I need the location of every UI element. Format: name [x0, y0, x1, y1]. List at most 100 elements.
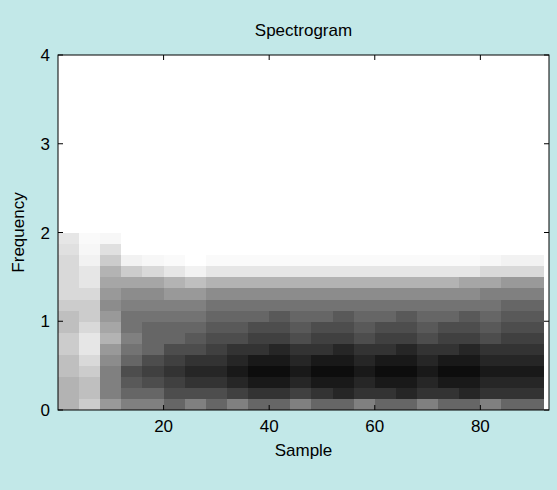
cell: [269, 332, 291, 344]
x-tick: [269, 55, 270, 60]
cell: [185, 310, 207, 322]
cell: [185, 255, 207, 267]
cell: [459, 244, 481, 256]
cell: [438, 288, 460, 300]
cell: [58, 299, 80, 311]
cell: [311, 343, 333, 355]
cell: [333, 288, 355, 300]
cell: [227, 343, 249, 355]
cell: [333, 366, 355, 378]
cell: [121, 377, 143, 389]
cell: [396, 244, 418, 256]
cell: [248, 355, 270, 367]
cell: [206, 377, 228, 389]
cell: [100, 299, 122, 311]
cell: [333, 332, 355, 344]
cell: [206, 233, 228, 245]
cell: [438, 277, 460, 289]
x-tick-label: 20: [154, 417, 173, 436]
cell: [501, 266, 523, 278]
cell: [311, 399, 333, 410]
cell: [79, 266, 101, 278]
cell: [459, 355, 481, 367]
cell: [58, 233, 80, 245]
cell: [164, 277, 186, 289]
cell: [354, 388, 376, 400]
cell: [501, 310, 523, 322]
cell: [100, 355, 122, 367]
cell: [121, 399, 143, 410]
cell: [185, 299, 207, 311]
cell: [417, 399, 439, 410]
y-tick-label: 2: [41, 224, 50, 243]
cell: [375, 343, 397, 355]
cell: [354, 355, 376, 367]
cell: [354, 277, 376, 289]
cell: [311, 233, 333, 245]
cell: [79, 366, 101, 378]
cell: [100, 343, 122, 355]
cell: [79, 343, 101, 355]
cell: [121, 255, 143, 267]
cell: [79, 355, 101, 367]
cell: [185, 321, 207, 333]
cell: [417, 366, 439, 378]
cell: [480, 355, 502, 367]
cell: [58, 388, 80, 400]
x-tick-label: 60: [365, 417, 384, 436]
cell: [100, 233, 122, 245]
cell: [290, 233, 312, 245]
cell: [79, 388, 101, 400]
cell: [459, 399, 481, 410]
cell: [501, 377, 523, 389]
cell: [480, 277, 502, 289]
cell: [142, 233, 164, 245]
cell: [333, 233, 355, 245]
cell: [269, 321, 291, 333]
cell: [185, 233, 207, 245]
cell: [354, 366, 376, 378]
cell: [375, 377, 397, 389]
x-tick: [163, 405, 164, 410]
cell: [227, 233, 249, 245]
cell: [142, 255, 164, 267]
cell: [438, 299, 460, 311]
cell: [396, 332, 418, 344]
cell: [480, 233, 502, 245]
cell: [269, 255, 291, 267]
cell: [248, 233, 270, 245]
cell: [396, 233, 418, 245]
cell: [248, 266, 270, 278]
cell: [438, 355, 460, 367]
cell: [354, 321, 376, 333]
cell: [227, 366, 249, 378]
cell: [100, 332, 122, 344]
cell: [100, 321, 122, 333]
cell: [121, 288, 143, 300]
x-tick: [269, 405, 270, 410]
cell: [206, 299, 228, 311]
y-tick-label: 1: [41, 312, 50, 331]
cell: [417, 233, 439, 245]
cell: [164, 266, 186, 278]
cell: [354, 377, 376, 389]
cell: [354, 266, 376, 278]
cell: [121, 266, 143, 278]
y-tick: [58, 321, 63, 322]
cell: [459, 377, 481, 389]
cell: [164, 388, 186, 400]
cell: [164, 399, 186, 410]
cell: [501, 244, 523, 256]
cell: [79, 399, 101, 410]
cell: [480, 299, 502, 311]
cell: [417, 277, 439, 289]
cell: [417, 266, 439, 278]
cell: [58, 355, 80, 367]
cell: [248, 299, 270, 311]
cell: [480, 288, 502, 300]
cell: [58, 343, 80, 355]
cell: [121, 233, 143, 245]
cell: [248, 377, 270, 389]
cell: [206, 388, 228, 400]
cell: [354, 233, 376, 245]
